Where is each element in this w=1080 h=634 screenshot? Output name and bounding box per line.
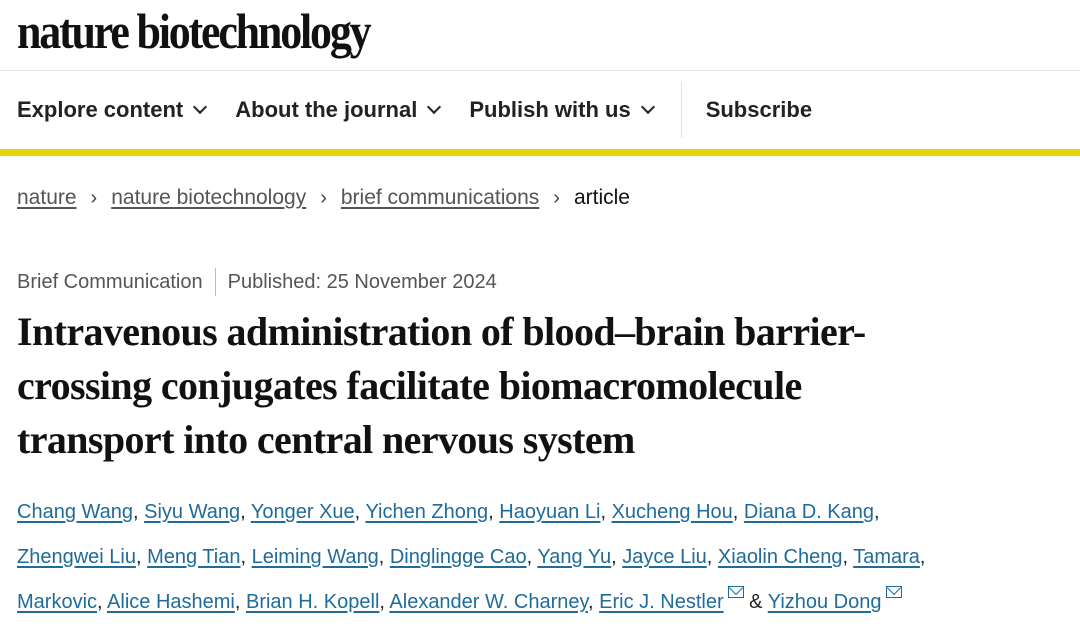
author-separator: , bbox=[873, 501, 880, 523]
author-link[interactable]: Yonger Xue bbox=[250, 501, 355, 523]
nav-publish-with-us[interactable]: Publish with us bbox=[469, 97, 655, 123]
author-link[interactable]: Leiming Wang bbox=[251, 546, 379, 568]
author-separator: , bbox=[97, 591, 108, 613]
title-line: transport into central nervous system bbox=[17, 417, 635, 462]
chevron-down-icon bbox=[427, 99, 442, 115]
author-separator: , bbox=[732, 501, 744, 523]
breadcrumb-nature[interactable]: nature bbox=[17, 186, 77, 209]
author-link[interactable]: Chang Wang bbox=[17, 501, 133, 523]
author-link[interactable]: Jayce Liu bbox=[622, 546, 707, 568]
journal-logo[interactable]: nature biotechnology bbox=[17, 3, 372, 59]
author-separator: , bbox=[919, 546, 926, 568]
author-line: Zhengwei Liu, Meng Tian, Leiming Wang, D… bbox=[17, 535, 1077, 580]
author-link[interactable]: Yizhou Dong bbox=[767, 591, 882, 613]
subscribe-link[interactable]: Subscribe bbox=[705, 97, 813, 122]
author-link[interactable]: Alexander W. Charney bbox=[389, 591, 589, 613]
author-link[interactable]: Yang Yu bbox=[537, 546, 612, 568]
author-separator: , bbox=[526, 546, 538, 568]
breadcrumb-nature-biotechnology[interactable]: nature biotechnology bbox=[111, 186, 307, 209]
main-nav: Explore content About the journal Publis… bbox=[17, 82, 842, 138]
author-conjunction: & bbox=[743, 591, 768, 613]
author-separator: , bbox=[234, 591, 246, 613]
nav-label: Explore content bbox=[17, 97, 184, 122]
chevron-right-icon: › bbox=[320, 186, 327, 209]
author-list: Chang Wang, Siyu Wang, Yonger Xue, Yiche… bbox=[17, 490, 1077, 625]
author-link[interactable]: Diana D. Kang bbox=[743, 501, 874, 523]
author-link[interactable]: Zhengwei Liu bbox=[17, 546, 136, 568]
nav-label: About the journal bbox=[235, 97, 418, 122]
author-separator: , bbox=[588, 591, 600, 613]
chevron-right-icon: › bbox=[553, 186, 560, 209]
author-separator: , bbox=[488, 501, 500, 523]
author-link[interactable]: Tamara bbox=[853, 546, 920, 568]
author-link[interactable]: Markovic bbox=[17, 591, 98, 613]
nav-divider bbox=[680, 82, 682, 138]
author-separator: , bbox=[600, 501, 612, 523]
article-type: Brief Communication bbox=[17, 270, 203, 293]
author-link[interactable]: Yichen Zhong bbox=[365, 501, 489, 523]
title-line: Intravenous administration of blood–brai… bbox=[17, 309, 866, 354]
article-title: Intravenous administration of blood–brai… bbox=[17, 305, 866, 467]
author-link[interactable]: Xiaolin Cheng bbox=[717, 546, 843, 568]
author-separator: , bbox=[133, 501, 145, 523]
author-separator: , bbox=[379, 591, 390, 613]
published-date: Published: 25 November 2024 bbox=[227, 270, 497, 293]
nav-explore-content[interactable]: Explore content bbox=[17, 97, 208, 123]
author-link[interactable]: Dinglingge Cao bbox=[389, 546, 527, 568]
author-separator: , bbox=[842, 546, 854, 568]
author-link[interactable]: Xucheng Hou bbox=[611, 501, 733, 523]
author-separator: , bbox=[135, 546, 148, 568]
author-separator: , bbox=[378, 546, 390, 568]
nav-label: Publish with us bbox=[469, 97, 631, 122]
breadcrumb-brief-communications[interactable]: brief communications bbox=[340, 186, 540, 209]
chevron-down-icon bbox=[193, 99, 208, 115]
breadcrumb-current: article bbox=[573, 186, 630, 209]
author-separator: , bbox=[706, 546, 718, 568]
author-line: Chang Wang, Siyu Wang, Yonger Xue, Yiche… bbox=[17, 490, 1077, 535]
author-separator: , bbox=[240, 501, 251, 523]
nav-about-journal[interactable]: About the journal bbox=[235, 97, 442, 123]
author-separator: , bbox=[240, 546, 252, 568]
author-link[interactable]: Haoyuan Li bbox=[499, 501, 601, 523]
author-link[interactable]: Eric J. Nestler bbox=[599, 591, 724, 613]
author-link[interactable]: Alice Hashemi bbox=[107, 591, 235, 613]
meta-divider bbox=[214, 268, 216, 296]
author-separator: , bbox=[354, 501, 366, 523]
author-link[interactable]: Siyu Wang bbox=[144, 501, 241, 523]
breadcrumb: nature › nature biotechnology › brief co… bbox=[17, 186, 630, 210]
author-line: Markovic, Alice Hashemi, Brian H. Kopell… bbox=[17, 580, 1077, 625]
chevron-right-icon: › bbox=[90, 186, 98, 209]
accent-bar bbox=[0, 149, 1080, 156]
article-meta: Brief Communication Published: 25 Novemb… bbox=[17, 268, 497, 296]
title-line: crossing conjugates facilitate biomacrom… bbox=[17, 363, 802, 408]
header-divider bbox=[0, 70, 1080, 71]
chevron-down-icon bbox=[640, 99, 655, 115]
author-link[interactable]: Brian H. Kopell bbox=[245, 591, 380, 613]
author-separator: , bbox=[611, 546, 623, 568]
email-icon[interactable] bbox=[885, 586, 902, 598]
email-icon[interactable] bbox=[727, 586, 744, 598]
author-link[interactable]: Meng Tian bbox=[147, 546, 241, 568]
